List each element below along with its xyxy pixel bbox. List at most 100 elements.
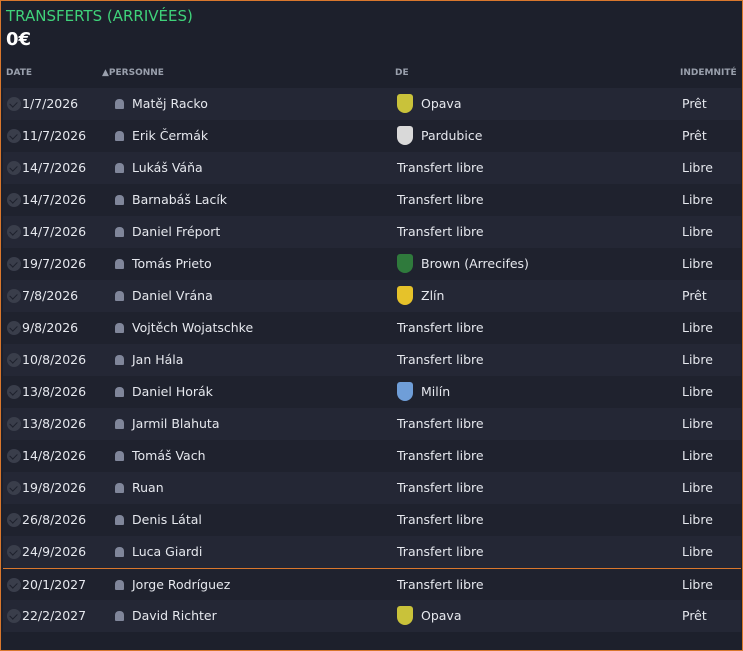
table-row[interactable]: 14/7/2026 Barnabáš Lacík Transfert libre … <box>3 184 741 216</box>
check-icon <box>7 193 21 207</box>
from-club: Transfert libre <box>397 544 484 559</box>
person-icon <box>115 580 124 590</box>
player-name[interactable]: Erik Čermák <box>132 128 209 143</box>
player-name[interactable]: Ruan <box>132 480 164 495</box>
table-row[interactable]: 13/8/2026 Daniel Horák Milín Libre <box>3 376 741 408</box>
player-name[interactable]: Tomáš Vach <box>132 448 206 463</box>
column-header-person[interactable]: ▲PERSONNE <box>102 68 164 78</box>
transfer-date: 10/8/2026 <box>22 352 87 367</box>
transfer-fee: Libre <box>682 160 713 175</box>
transfer-fee: Libre <box>682 480 713 495</box>
table-row[interactable]: 22/2/2027 David Richter Opava Prêt <box>3 600 741 632</box>
from-club[interactable]: Milín <box>421 384 451 399</box>
table-row[interactable]: 14/8/2026 Tomáš Vach Transfert libre Libr… <box>3 440 741 472</box>
check-icon <box>7 449 21 463</box>
check-icon <box>7 257 21 271</box>
table-row[interactable]: 20/1/2027 Jorge Rodríguez Transfert libre… <box>3 568 741 600</box>
transfer-fee: Prêt <box>682 608 707 623</box>
person-icon <box>115 195 124 205</box>
person-icon <box>115 451 124 461</box>
table-row[interactable]: 19/8/2026 Ruan Transfert libre Libre <box>3 472 741 504</box>
transfer-date: 1/7/2026 <box>22 96 79 111</box>
player-name[interactable]: Tomás Prieto <box>132 256 212 271</box>
transfer-date: 7/8/2026 <box>22 288 79 303</box>
transfer-date: 26/8/2026 <box>22 512 87 527</box>
column-header-from[interactable]: DE <box>395 68 409 78</box>
table-row[interactable]: 9/8/2026 Vojtěch Wojatschke Transfert lib… <box>3 312 741 344</box>
check-icon <box>7 161 21 175</box>
from-club[interactable]: Zlín <box>421 288 445 303</box>
club-crest-icon <box>397 94 413 113</box>
transfer-date: 14/7/2026 <box>22 160 87 175</box>
from-club[interactable]: Opava <box>421 608 462 623</box>
player-name[interactable]: Matěj Racko <box>132 96 208 111</box>
column-header-fee[interactable]: INDEMNITÉ <box>680 68 737 78</box>
from-club[interactable]: Brown (Arrecifes) <box>421 256 529 271</box>
person-icon <box>115 483 124 493</box>
person-icon <box>115 227 124 237</box>
person-icon <box>115 355 124 365</box>
check-icon <box>7 97 21 111</box>
table-row[interactable]: 14/7/2026 Daniel Fréport Transfert libre … <box>3 216 741 248</box>
transfer-date: 13/8/2026 <box>22 416 87 431</box>
check-icon <box>7 321 21 335</box>
player-name[interactable]: Jorge Rodríguez <box>132 577 231 592</box>
transfer-fee: Libre <box>682 224 713 239</box>
transfer-date: 14/7/2026 <box>22 192 87 207</box>
transfer-fee: Libre <box>682 352 713 367</box>
transfer-fee: Prêt <box>682 128 707 143</box>
person-icon <box>115 323 124 333</box>
player-name[interactable]: David Richter <box>132 608 217 623</box>
transfer-date: 14/7/2026 <box>22 224 87 239</box>
player-name[interactable]: Jan Hála <box>132 352 184 367</box>
from-club: Transfert libre <box>397 320 484 335</box>
table-row[interactable]: 14/7/2026 Lukáš Váňa Transfert libre Libr… <box>3 152 741 184</box>
player-name[interactable]: Barnabáš Lacík <box>132 192 228 207</box>
from-club: Transfert libre <box>397 352 484 367</box>
from-club: Transfert libre <box>397 224 484 239</box>
transfer-date: 24/9/2026 <box>22 544 87 559</box>
person-icon <box>115 611 124 621</box>
from-club[interactable]: Pardubice <box>421 128 483 143</box>
check-icon <box>7 578 21 592</box>
player-name[interactable]: Luca Giardi <box>132 544 203 559</box>
player-name[interactable]: Daniel Fréport <box>132 224 221 239</box>
club-crest-icon <box>397 606 413 625</box>
transfer-fee: Libre <box>682 448 713 463</box>
transfer-date: 19/7/2026 <box>22 256 87 271</box>
table-row[interactable]: 24/9/2026 Luca Giardi Transfert libre Lib… <box>3 536 741 568</box>
player-name[interactable]: Vojtěch Wojatschke <box>132 320 254 335</box>
total-fee: 0€ <box>6 29 32 50</box>
from-club: Transfert libre <box>397 416 484 431</box>
player-name[interactable]: Denis Látal <box>132 512 202 527</box>
check-icon <box>7 129 21 143</box>
table-row[interactable]: 7/8/2026 Daniel Vrána Zlín Prêt <box>3 280 741 312</box>
player-name[interactable]: Daniel Vrána <box>132 288 213 303</box>
transfer-fee: Libre <box>682 577 713 592</box>
person-icon <box>115 99 124 109</box>
transfer-fee: Libre <box>682 192 713 207</box>
transfer-date: 14/8/2026 <box>22 448 87 463</box>
table-row[interactable]: 1/7/2026 Matěj Racko Opava Prêt <box>3 88 741 120</box>
from-club: Transfert libre <box>397 160 484 175</box>
table-row[interactable]: 19/7/2026 Tomás Prieto Brown (Arrecifes) … <box>3 248 741 280</box>
person-icon <box>115 515 124 525</box>
column-header-date[interactable]: DATE <box>6 68 33 78</box>
transfer-fee: Libre <box>682 512 713 527</box>
player-name[interactable]: Lukáš Váňa <box>132 160 203 175</box>
player-name[interactable]: Daniel Horák <box>132 384 213 399</box>
table-row[interactable]: 10/8/2026 Jan Hála Transfert libre Libre <box>3 344 741 376</box>
check-icon <box>7 417 21 431</box>
player-name[interactable]: Jarmil Blahuta <box>132 416 220 431</box>
transfers-table: 1/7/2026 Matěj Racko Opava Prêt 11/7/2026… <box>3 88 741 632</box>
from-club: Transfert libre <box>397 448 484 463</box>
transfer-date: 20/1/2027 <box>22 577 87 592</box>
from-club: Transfert libre <box>397 512 484 527</box>
table-row[interactable]: 11/7/2026 Erik Čermák Pardubice Prêt <box>3 120 741 152</box>
transfer-fee: Libre <box>682 384 713 399</box>
check-icon <box>7 289 21 303</box>
table-row[interactable]: 13/8/2026 Jarmil Blahuta Transfert libre … <box>3 408 741 440</box>
from-club[interactable]: Opava <box>421 96 462 111</box>
table-row[interactable]: 26/8/2026 Denis Látal Transfert libre Lib… <box>3 504 741 536</box>
